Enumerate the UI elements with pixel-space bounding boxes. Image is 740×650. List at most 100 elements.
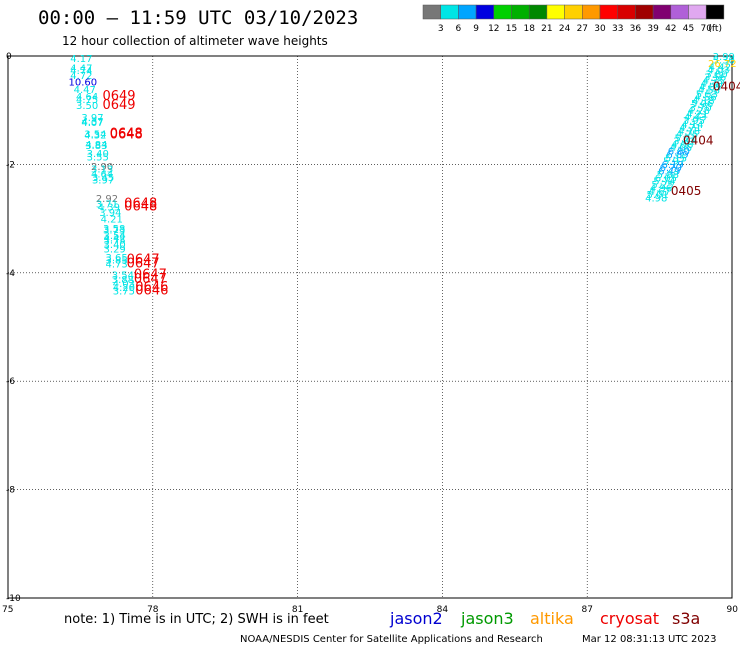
wave-height-value: 5.74 — [653, 177, 675, 188]
timestamp-text: Mar 12 08:31:13 UTC 2023 — [582, 634, 717, 645]
wave-height-map: 75 78 81 84 87 900-2-4-6-8-104.174.474.744.72… — [2, 52, 740, 612]
wave-height-value: 4.03 — [113, 279, 135, 290]
wave-height-value: 4.72 — [70, 71, 92, 82]
wave-height-value: 3.94 — [99, 208, 121, 219]
wave-height-value: 4.07 — [81, 118, 103, 129]
wave-height-value: 3.99 — [713, 52, 735, 63]
pass-time-label: 0646 — [135, 284, 168, 299]
colorbar-label: 3 — [438, 24, 444, 34]
wave-height-value: 3.54 — [84, 130, 106, 141]
wave-height-value: 4.47 — [74, 85, 96, 96]
colorbar-label: 24 — [559, 24, 571, 34]
pass-time-label: 0404 — [683, 134, 714, 148]
x-tick-label: 75 — [2, 605, 13, 612]
y-tick-label: -10 — [6, 594, 21, 604]
colorbar-label: 70 — [700, 24, 712, 34]
wave-height-value: 4.32 — [84, 131, 106, 142]
wave-height-value: 4.20 — [113, 283, 135, 294]
colorbar-label: 12 — [488, 24, 499, 34]
x-tick-label: 78 — [147, 605, 159, 612]
wave-height-value: 5.15 — [665, 153, 687, 164]
legend-s3a: s3a — [672, 609, 701, 628]
colorbar-label: (ft) — [708, 24, 722, 34]
colorbar-label: 15 — [506, 24, 517, 34]
colorbar-legend: 3 6 9 12 15 18 21 24 27 30 33 36 39 42 45 70(ft) — [422, 4, 725, 34]
wave-height-value: 3.80 — [705, 69, 727, 80]
legend-jason3: jason3 — [461, 609, 514, 628]
wave-height-value: 5.88 — [657, 170, 679, 181]
wave-height-value: 4.17 — [70, 54, 92, 65]
y-tick-label: -6 — [6, 377, 15, 387]
wave-height-value: 4.18 — [692, 96, 714, 107]
wave-height-value: 4.21 — [686, 109, 708, 120]
wave-height-value: 3.55 — [87, 152, 109, 163]
wave-height-value: 4.39 — [98, 203, 120, 214]
wave-height-value: 3.70 — [689, 103, 711, 114]
wave-height-value: 3.75 — [104, 236, 126, 247]
wave-height-value: 4.42 — [104, 234, 126, 245]
colorbar-label: 21 — [541, 24, 552, 34]
wave-height-value: 3.29 — [104, 244, 126, 255]
pass-time-label: 0647 — [134, 267, 167, 282]
wave-height-value: 4.96 — [650, 184, 672, 195]
wave-height-value: 2.92 — [96, 194, 118, 205]
colorbar-label: 9 — [473, 24, 479, 34]
wave-height-value: 3.83 — [85, 141, 107, 152]
wave-height-value: 3.81 — [673, 137, 695, 148]
pass-time-label: 0647 — [134, 272, 167, 287]
page-subtitle: 12 hour collection of altimeter wave hei… — [62, 34, 328, 48]
x-tick-label: 90 — [727, 605, 739, 612]
wave-height-value: 4.56 — [694, 93, 716, 104]
wave-height-value: 3.56 — [704, 73, 726, 84]
wave-height-value: 4.42 — [709, 62, 731, 73]
wave-height-value: 5.21 — [675, 133, 697, 144]
wave-height-value: 5.06 — [691, 99, 713, 110]
colorbar-swatch — [652, 4, 672, 20]
wave-height-value: 3.73 — [103, 225, 125, 236]
wave-height-value: 4.30 — [701, 79, 723, 90]
wave-height-value: 4.06 — [671, 140, 693, 151]
wave-height-value: 5.30 — [713, 55, 735, 66]
wave-height-value: 3.54 — [104, 231, 126, 242]
wave-height-value: 4.84 — [85, 140, 107, 151]
wave-height-value: 3.71 — [96, 199, 118, 210]
wave-height-value: 4.43 — [684, 113, 706, 124]
wave-height-value: 4.06 — [670, 143, 692, 154]
wave-height-value: 10.60 — [68, 77, 97, 88]
wave-height-value: 3.97 — [81, 113, 103, 124]
pass-time-label: 0648 — [110, 128, 143, 143]
wave-height-value: 4.74 — [70, 66, 92, 77]
wave-height-value: 3.58 — [103, 224, 125, 235]
colorbar-label: 33 — [612, 24, 623, 34]
colorbar-swatch — [599, 4, 618, 20]
wave-height-value: 4.67 — [648, 187, 670, 198]
legend-altika: altika — [530, 609, 574, 628]
pass-time-label: 0649 — [102, 89, 135, 104]
colorbar-label: 42 — [665, 24, 676, 34]
wave-height-value: 3.40 — [104, 240, 126, 251]
colorbar-swatch — [617, 4, 636, 20]
wave-height-value: 4.71 — [679, 123, 701, 134]
colorbar-label: 36 — [630, 24, 642, 34]
wave-height-value: 4.75 — [676, 130, 698, 141]
colorbar-swatch — [670, 4, 689, 20]
wave-height-value: 5.97 — [663, 157, 685, 168]
wave-height-value: 3.97 — [92, 176, 114, 187]
legend-cryosat: cryosat — [600, 609, 660, 628]
wave-height-value: 6.89 — [666, 150, 688, 161]
wave-height-value: 6.19 — [661, 160, 683, 171]
wave-height-value: 4.64 — [76, 92, 98, 103]
wave-height-value: 4.03 — [707, 66, 729, 77]
wave-height-value: 5.25 — [651, 180, 673, 191]
colorbar-swatch — [458, 4, 477, 20]
colorbar-label: 6 — [456, 24, 462, 34]
page-title: 00:00 – 11:59 UTC 03/10/2023 — [38, 7, 359, 29]
colorbar-swatch — [511, 4, 530, 20]
x-tick-label: 84 — [437, 605, 449, 612]
wave-height-value: 3.65 — [105, 253, 127, 264]
wave-height-value: 4.58 — [698, 86, 720, 97]
pass-time-label: 0648 — [124, 196, 157, 211]
wave-height-value: 4.14 — [681, 120, 703, 131]
y-tick-label: -2 — [6, 160, 15, 170]
colorbar-label: 18 — [523, 24, 535, 34]
